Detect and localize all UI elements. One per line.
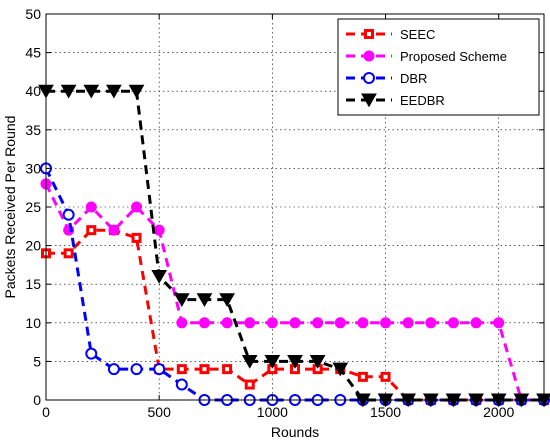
legend-label: Proposed Scheme bbox=[400, 49, 507, 64]
data-point bbox=[357, 317, 369, 329]
data-point-inner bbox=[89, 228, 94, 233]
legend-label: DBR bbox=[400, 71, 427, 86]
data-point bbox=[309, 354, 326, 369]
y-tick-label: 35 bbox=[25, 122, 41, 138]
data-point bbox=[196, 293, 213, 307]
data-point bbox=[83, 84, 100, 99]
legend-label: SEEC bbox=[400, 27, 435, 42]
data-point-inner bbox=[293, 367, 297, 372]
data-point bbox=[332, 362, 349, 377]
data-point bbox=[363, 50, 375, 62]
x-tick-label: 0 bbox=[42, 404, 50, 420]
data-point-inner bbox=[367, 32, 371, 36]
data-point bbox=[363, 72, 375, 84]
data-point-inner bbox=[270, 367, 275, 372]
data-point bbox=[380, 317, 392, 329]
data-point bbox=[151, 270, 168, 284]
data-point bbox=[173, 293, 190, 307]
legend-entry: EEDBR bbox=[346, 93, 445, 108]
legend-entry: Proposed Scheme bbox=[346, 49, 507, 64]
y-tick-label: 40 bbox=[25, 83, 41, 99]
data-point bbox=[289, 317, 301, 329]
data-point bbox=[62, 208, 75, 221]
y-tick-label: 10 bbox=[25, 315, 41, 331]
data-point-inner bbox=[315, 367, 320, 372]
y-axis-title: Packets Received Per Round bbox=[2, 116, 18, 299]
data-point bbox=[266, 317, 278, 329]
data-point bbox=[131, 201, 143, 213]
y-tick-label: 0 bbox=[33, 392, 41, 408]
data-point-inner bbox=[134, 235, 139, 240]
data-point bbox=[334, 317, 346, 329]
y-tick-label: 30 bbox=[25, 160, 41, 176]
series-line bbox=[44, 183, 544, 402]
data-point-inner bbox=[66, 251, 71, 256]
data-point bbox=[312, 317, 324, 329]
data-point bbox=[85, 347, 98, 360]
data-point bbox=[402, 317, 414, 329]
legend-label: EEDBR bbox=[400, 93, 445, 108]
data-point bbox=[244, 317, 256, 329]
data-point bbox=[287, 354, 303, 369]
x-tick-label: 2000 bbox=[483, 404, 514, 420]
data-point bbox=[219, 293, 235, 307]
legend-entry: SEEC bbox=[346, 27, 435, 42]
data-point bbox=[107, 363, 120, 376]
data-point-inner bbox=[247, 382, 252, 387]
legend-entry: DBR bbox=[346, 71, 427, 86]
data-point bbox=[128, 84, 145, 99]
data-point bbox=[241, 354, 258, 369]
data-point bbox=[153, 363, 166, 376]
y-tick-label: 15 bbox=[25, 276, 41, 292]
data-point bbox=[175, 378, 188, 391]
data-point-inner bbox=[383, 374, 388, 379]
data-point bbox=[106, 84, 122, 99]
data-point-inner bbox=[360, 374, 365, 379]
y-tick-label: 25 bbox=[25, 199, 41, 215]
data-point bbox=[221, 317, 233, 329]
data-point bbox=[60, 84, 77, 99]
y-tick-label: 5 bbox=[33, 353, 41, 369]
x-axis-title: Rounds bbox=[271, 424, 319, 440]
data-point bbox=[425, 317, 437, 329]
data-point bbox=[447, 317, 459, 329]
data-point bbox=[361, 93, 377, 108]
y-tick-label: 20 bbox=[25, 238, 41, 254]
data-point bbox=[130, 363, 143, 376]
axes: 0 500 1000 1500 2000 0 5 10 15 20 25 30 35 40 45 50 Roun… bbox=[2, 6, 545, 440]
y-tick-label: 45 bbox=[25, 45, 41, 61]
data-point bbox=[85, 201, 97, 213]
x-tick-label: 1500 bbox=[370, 404, 401, 420]
data-point-inner bbox=[225, 367, 230, 372]
data-point bbox=[153, 224, 165, 236]
legend: SEEC Proposed Scheme DBR EEDBR bbox=[337, 18, 540, 116]
data-point bbox=[176, 317, 188, 329]
x-tick-label: 500 bbox=[148, 404, 172, 420]
y-tick-label: 50 bbox=[25, 6, 41, 22]
data-point-inner bbox=[179, 367, 184, 372]
data-point bbox=[493, 317, 505, 329]
data-point bbox=[264, 354, 281, 369]
x-tick-label: 1000 bbox=[257, 404, 288, 420]
data-point bbox=[198, 317, 210, 329]
data-point bbox=[108, 224, 120, 236]
data-point bbox=[470, 317, 482, 329]
data-point-inner bbox=[202, 367, 207, 372]
